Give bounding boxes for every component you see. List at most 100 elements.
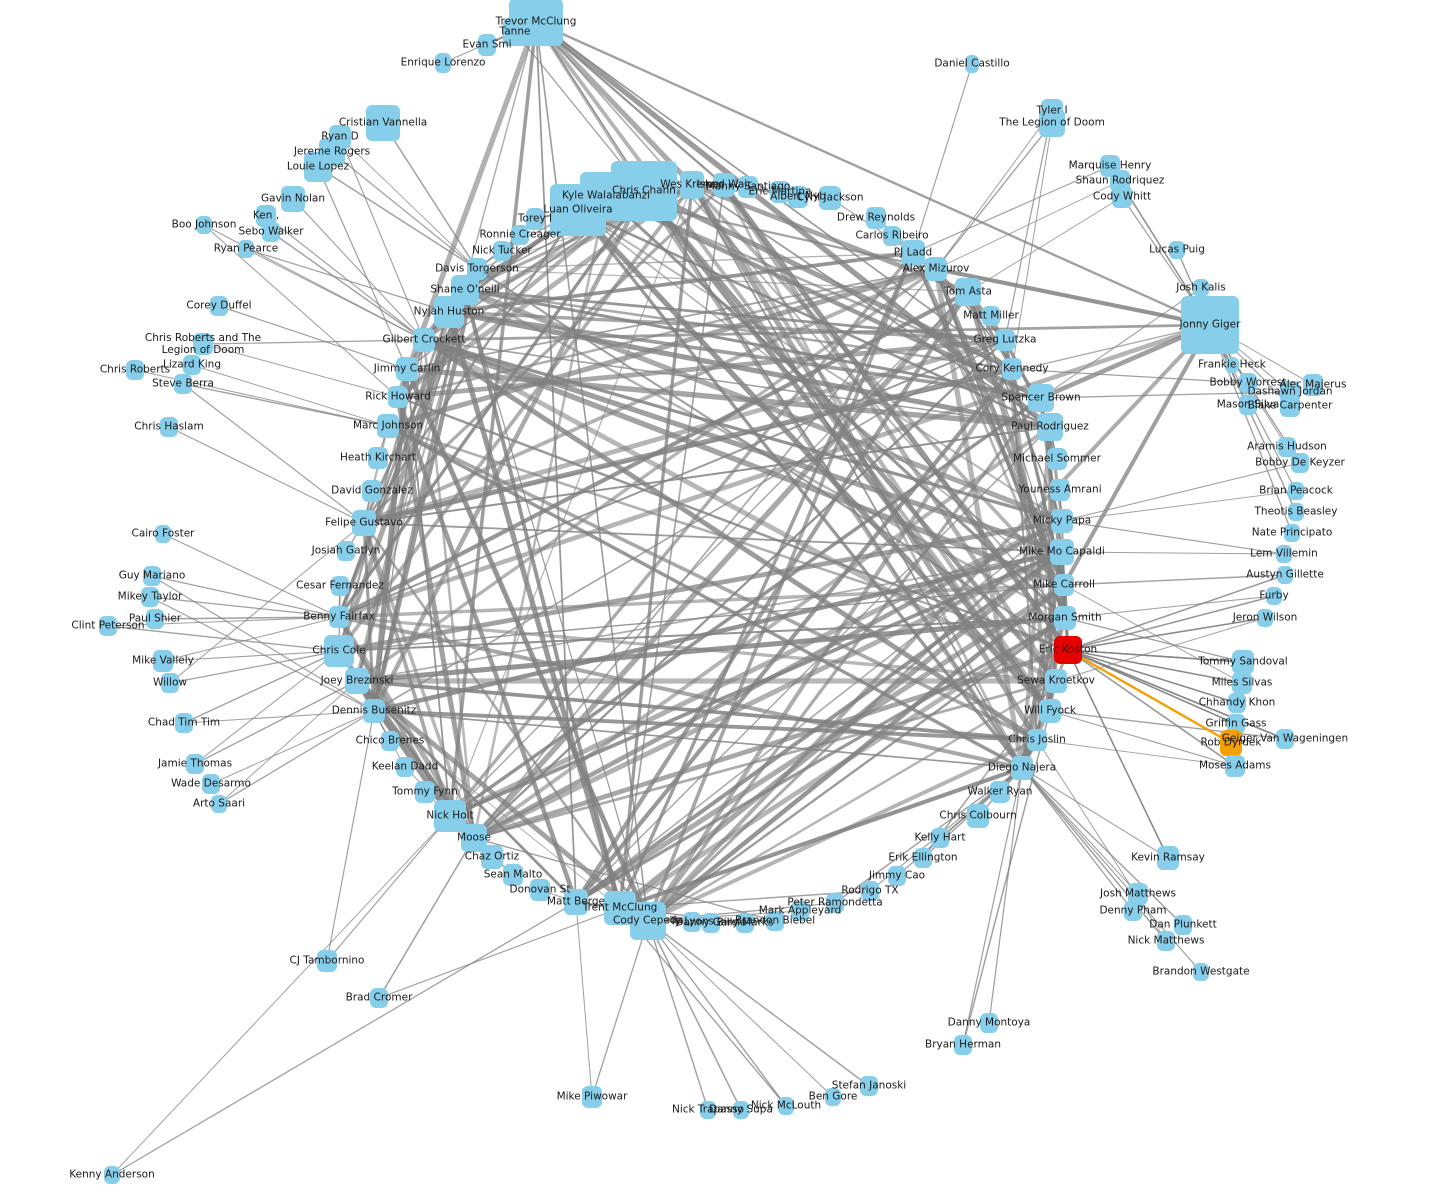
graph-node[interactable] bbox=[778, 1097, 794, 1115]
graph-node[interactable] bbox=[1051, 509, 1073, 533]
graph-node[interactable] bbox=[143, 566, 161, 586]
graph-node[interactable] bbox=[1169, 241, 1185, 259]
graph-node[interactable] bbox=[550, 184, 606, 236]
graph-node[interactable] bbox=[931, 828, 949, 848]
graph-node[interactable] bbox=[434, 296, 464, 328]
graph-node[interactable] bbox=[324, 635, 354, 667]
graph-node[interactable] bbox=[738, 176, 758, 198]
graph-node[interactable] bbox=[1054, 574, 1074, 596]
graph-node[interactable] bbox=[211, 795, 227, 813]
graph-node[interactable] bbox=[1280, 395, 1300, 417]
graph-node[interactable] bbox=[1181, 296, 1239, 354]
graph-node[interactable] bbox=[435, 53, 451, 73]
graph-node[interactable] bbox=[196, 216, 212, 234]
graph-node[interactable] bbox=[381, 731, 399, 751]
graph-node[interactable] bbox=[183, 355, 201, 375]
graph-node[interactable] bbox=[493, 241, 511, 261]
graph-node[interactable] bbox=[175, 713, 193, 733]
graph-node[interactable] bbox=[965, 55, 979, 73]
graph-node[interactable] bbox=[680, 171, 704, 199]
graph-node[interactable] bbox=[1288, 503, 1304, 521]
graph-node[interactable] bbox=[1050, 539, 1074, 565]
graph-node[interactable] bbox=[1011, 756, 1033, 780]
graph-node[interactable] bbox=[281, 186, 305, 212]
graph-node[interactable] bbox=[368, 447, 388, 469]
graph-node[interactable] bbox=[702, 913, 720, 933]
graph-node[interactable] bbox=[126, 360, 144, 380]
graph-node[interactable] bbox=[1002, 358, 1022, 380]
graph-node[interactable] bbox=[713, 173, 735, 197]
graph-node[interactable] bbox=[1239, 395, 1257, 415]
graph-node[interactable] bbox=[141, 587, 159, 607]
graph-node[interactable] bbox=[1239, 373, 1257, 393]
graph-node[interactable] bbox=[304, 152, 332, 182]
graph-node[interactable] bbox=[860, 1076, 878, 1096]
graph-node[interactable] bbox=[153, 650, 173, 672]
graph-node[interactable] bbox=[683, 912, 701, 932]
graph-node[interactable] bbox=[1228, 693, 1246, 713]
graph-node[interactable] bbox=[1112, 186, 1132, 208]
graph-node[interactable] bbox=[1028, 384, 1054, 412]
graph-node[interactable] bbox=[1037, 413, 1063, 441]
graph-node[interactable] bbox=[1054, 636, 1082, 664]
graph-node[interactable] bbox=[1027, 729, 1047, 751]
graph-node[interactable] bbox=[362, 480, 382, 502]
graph-node[interactable] bbox=[700, 1101, 716, 1119]
graph-node[interactable] bbox=[238, 240, 254, 258]
graph-node[interactable] bbox=[1276, 729, 1294, 749]
graph-node[interactable] bbox=[161, 673, 179, 693]
graph-node[interactable] bbox=[1266, 587, 1282, 605]
graph-node[interactable] bbox=[1232, 650, 1254, 674]
graph-node[interactable] bbox=[160, 417, 178, 437]
graph-node[interactable] bbox=[366, 105, 400, 141]
graph-node[interactable] bbox=[1054, 606, 1076, 630]
graph-node[interactable] bbox=[1277, 566, 1293, 584]
graph-node[interactable] bbox=[1128, 883, 1148, 905]
graph-node[interactable] bbox=[434, 800, 466, 832]
graph-node[interactable] bbox=[819, 186, 841, 210]
graph-node[interactable] bbox=[901, 240, 925, 266]
graph-node[interactable] bbox=[1303, 374, 1323, 396]
graph-node[interactable] bbox=[564, 889, 588, 915]
graph-node[interactable] bbox=[1220, 730, 1242, 756]
graph-node[interactable] bbox=[331, 576, 349, 596]
graph-node[interactable] bbox=[883, 226, 901, 246]
graph-node[interactable] bbox=[370, 988, 388, 1008]
graph-node[interactable] bbox=[990, 781, 1010, 803]
graph-node[interactable] bbox=[337, 541, 355, 561]
graph-node[interactable] bbox=[630, 902, 666, 940]
graph-node[interactable] bbox=[888, 866, 906, 886]
graph-node[interactable] bbox=[866, 207, 886, 229]
graph-node[interactable] bbox=[478, 34, 496, 56]
graph-node[interactable] bbox=[582, 1086, 602, 1108]
graph-node[interactable] bbox=[826, 893, 844, 913]
graph-node[interactable] bbox=[388, 386, 408, 408]
graph-node[interactable] bbox=[377, 414, 399, 438]
graph-node[interactable] bbox=[955, 278, 981, 306]
graph-node[interactable] bbox=[1291, 453, 1309, 473]
graph-node[interactable] bbox=[396, 757, 414, 777]
graph-node[interactable] bbox=[954, 1035, 972, 1055]
graph-node[interactable] bbox=[345, 668, 369, 694]
graph-node[interactable] bbox=[925, 257, 947, 281]
graph-node[interactable] bbox=[503, 18, 527, 46]
graph-node[interactable] bbox=[1225, 357, 1239, 373]
graph-node[interactable] bbox=[193, 333, 213, 355]
graph-node[interactable] bbox=[262, 222, 280, 242]
graph-node[interactable] bbox=[202, 774, 220, 794]
graph-node[interactable] bbox=[186, 754, 204, 774]
graph-node[interactable] bbox=[1225, 755, 1245, 777]
graph-node[interactable] bbox=[1124, 901, 1142, 921]
graph-node[interactable] bbox=[415, 781, 435, 803]
graph-node[interactable] bbox=[155, 525, 171, 543]
graph-node[interactable] bbox=[503, 864, 523, 886]
graph-node[interactable] bbox=[511, 225, 529, 245]
graph-node[interactable] bbox=[1047, 448, 1067, 470]
graph-node[interactable] bbox=[1193, 963, 1209, 981]
graph-node[interactable] bbox=[1157, 931, 1175, 951]
graph-node[interactable] bbox=[1227, 714, 1245, 734]
graph-node[interactable] bbox=[733, 1101, 749, 1119]
graph-node[interactable] bbox=[1193, 279, 1209, 297]
graph-node[interactable] bbox=[481, 845, 503, 869]
graph-node[interactable] bbox=[770, 181, 790, 203]
